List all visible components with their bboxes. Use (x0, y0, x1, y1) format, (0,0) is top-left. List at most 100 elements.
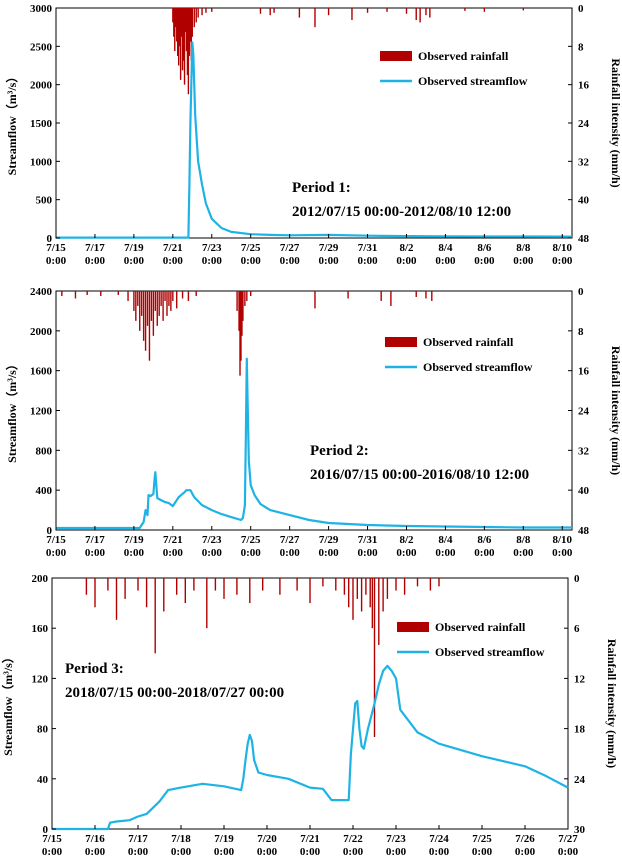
x-tick-time-label: 0:00 (552, 547, 573, 559)
x-tick-label: 7/25 (241, 242, 261, 254)
x-tick-label: 7/29 (319, 242, 339, 254)
y-tick-label: 1600 (30, 366, 53, 378)
x-tick-time-label: 0:00 (429, 846, 450, 858)
y-tick-label: 160 (32, 623, 49, 635)
x-tick-time-label: 0:00 (124, 255, 145, 267)
y-tick-label: 2000 (30, 80, 53, 92)
period-range: 2018/07/15 00:00-2018/07/27 00:00 (65, 685, 284, 701)
x-tick-label: 7/17 (85, 534, 105, 546)
x-tick-time-label: 0:00 (214, 846, 235, 858)
x-tick-label: 7/15 (46, 534, 66, 546)
y-tick-label: 1200 (30, 406, 53, 418)
x-tick-time-label: 0:00 (513, 255, 534, 267)
x-tick-label: 7/26 (515, 833, 535, 845)
x-tick-label: 7/27 (280, 534, 300, 546)
y-tick-label: 2500 (30, 41, 53, 53)
x-tick-time-label: 0:00 (396, 255, 417, 267)
x-tick-time-label: 0:00 (300, 846, 321, 858)
x-tick-label: 7/21 (163, 242, 183, 254)
y-tick-label: 800 (36, 445, 53, 457)
y-tick-label: 1000 (30, 156, 53, 168)
x-tick-label: 8/10 (552, 534, 572, 546)
x-tick-label: 8/4 (438, 534, 453, 546)
x-tick-time-label: 0:00 (552, 255, 573, 267)
y2-tick-label: 48 (578, 233, 590, 245)
x-tick-time-label: 0:00 (280, 547, 301, 559)
y-tick-label: 400 (36, 485, 53, 497)
period-range: 2012/07/15 00:00-2012/08/10 12:00 (292, 204, 511, 220)
x-tick-time-label: 0:00 (257, 846, 278, 858)
x-tick-label: 8/2 (399, 534, 414, 546)
y2-axis-label: Rainfall intensity (mm/h) (609, 346, 622, 475)
x-tick-time-label: 0:00 (124, 547, 145, 559)
x-tick-time-label: 0:00 (435, 547, 456, 559)
y2-axis-label: Rainfall intensity (mm/h) (609, 58, 622, 187)
y2-tick-label: 16 (578, 366, 590, 378)
y-tick-label: 80 (37, 724, 49, 736)
y2-tick-label: 32 (578, 156, 590, 168)
x-tick-time-label: 0:00 (85, 255, 106, 267)
x-tick-time-label: 0:00 (435, 255, 456, 267)
x-tick-time-label: 0:00 (46, 547, 67, 559)
y2-tick-label: 40 (578, 195, 590, 207)
y2-tick-label: 30 (574, 824, 586, 836)
x-tick-label: 7/18 (171, 833, 191, 845)
plot-frame (55, 290, 573, 531)
x-tick-time-label: 0:00 (163, 255, 184, 267)
x-tick-time-label: 0:00 (85, 547, 106, 559)
x-tick-label: 7/27 (280, 242, 300, 254)
legend-streamflow-label: Observed streamflow (418, 74, 528, 88)
period-title: Period 1: (292, 180, 351, 196)
y2-axis-label: Rainfall intensity (mm/h) (605, 639, 619, 768)
x-tick-label: 8/10 (552, 242, 572, 254)
chart-panel-1: 0 500 1000 1500 2000 2500 3000 0 8 16 24 32 40 48 7/15… (4, 3, 622, 267)
y-tick-label: 3000 (30, 3, 53, 15)
y-tick-label: 40 (37, 774, 49, 786)
y-tick-label: 500 (36, 195, 53, 207)
x-tick-label: 7/25 (472, 833, 492, 845)
streamflow-line (52, 664, 569, 831)
x-tick-label: 7/21 (163, 534, 183, 546)
y-tick-label: 0 (47, 233, 53, 245)
x-tick-label: 7/23 (202, 534, 222, 546)
x-tick-label: 7/25 (241, 534, 261, 546)
x-tick-label: 7/27 (558, 833, 578, 845)
x-tick-label: 7/19 (214, 833, 234, 845)
legend-streamflow-label: Observed streamflow (423, 360, 533, 374)
x-tick-time-label: 0:00 (558, 846, 579, 858)
x-tick-label: 7/23 (202, 242, 222, 254)
x-tick-time-label: 0:00 (46, 255, 67, 267)
x-tick-label: 7/20 (257, 833, 277, 845)
x-tick-label: 7/22 (343, 833, 363, 845)
x-tick-time-label: 0:00 (202, 255, 223, 267)
x-tick-label: 7/19 (124, 242, 144, 254)
streamflow-line (56, 357, 572, 530)
legend-rainfall-swatch (380, 51, 412, 61)
x-tick-label: 7/21 (300, 833, 320, 845)
streamflow-line (56, 41, 573, 239)
x-tick-time-label: 0:00 (357, 547, 378, 559)
y-axis-label: Streamflow（m³/s） (4, 71, 19, 176)
x-tick-time-label: 0:00 (319, 255, 340, 267)
legend-streamflow-label: Observed streamflow (435, 645, 545, 659)
y2-tick-label: 24 (574, 774, 586, 786)
y2-tick-label: 18 (574, 724, 586, 736)
period-title: Period 2: (310, 443, 369, 459)
x-tick-label: 7/19 (124, 534, 144, 546)
x-tick-time-label: 0:00 (319, 547, 340, 559)
x-tick-label: 7/29 (319, 534, 339, 546)
x-tick-time-label: 0:00 (280, 255, 301, 267)
period-title: Period 3: (65, 661, 124, 677)
x-tick-time-label: 0:00 (171, 846, 192, 858)
y-tick-label: 0 (47, 525, 53, 537)
legend: Observed rainfall Observed streamflow (397, 620, 545, 659)
y2-tick-label: 8 (578, 41, 584, 53)
x-tick-time-label: 0:00 (202, 547, 223, 559)
legend-rainfall-swatch (385, 337, 417, 347)
y2-tick-label: 40 (578, 485, 590, 497)
x-tick-label: 8/8 (516, 534, 531, 546)
x-tick-time-label: 0:00 (241, 255, 262, 267)
x-tick-time-label: 0:00 (357, 255, 378, 267)
